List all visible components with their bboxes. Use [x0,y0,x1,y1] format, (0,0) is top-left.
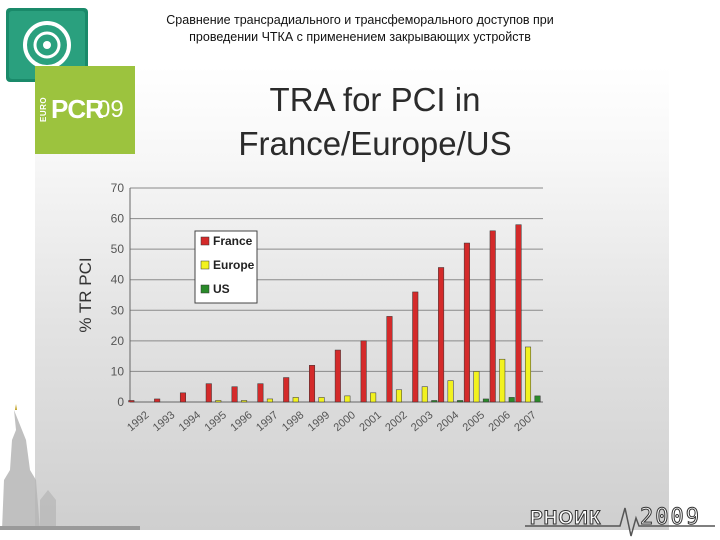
bar-europe [473,371,480,403]
bar-europe [370,392,377,403]
bar-france [309,365,316,403]
badge-year-text: 09 [97,96,124,123]
y-tick-label: 60 [111,212,125,226]
bar-france [386,316,393,403]
europcr-logo: EURO PCR 09 [35,66,135,154]
bar-france [334,349,341,403]
y-tick-label: 0 [117,395,124,409]
x-tick-label: 2001 [357,409,383,434]
x-tick-label: 2007 [512,409,538,434]
x-tick-label: 2002 [383,409,409,434]
x-tick-label: 1995 [203,409,229,434]
bar-europe [215,400,222,403]
x-tick-label: 1993 [151,409,177,434]
x-tick-label: 1996 [228,409,254,434]
chart-title: TRA for PCI in France/Europe/US [140,78,610,166]
y-tick-label: 20 [111,334,125,348]
bar-france [463,242,470,403]
y-tick-label: 40 [111,273,125,287]
bar-europe [266,398,273,403]
x-tick-label: 2000 [332,409,358,434]
bar-us [431,400,438,403]
x-tick-label: 1999 [306,409,332,434]
y-tick-label: 10 [111,364,125,378]
bar-france [179,392,186,403]
legend-label: France [213,234,253,248]
bar-france [205,383,212,403]
bar-us [457,400,464,403]
bar-france [489,230,496,403]
x-tick-label: 2006 [486,409,512,434]
x-tick-label: 1998 [280,409,306,434]
bar-france [257,383,264,403]
badge-pcr-text: PCR [51,94,104,124]
footer-year: 2009 [640,505,701,531]
header-title-line1: Сравнение трансрадиального и трансфемора… [166,13,554,27]
slide-panel [35,66,669,530]
bar-europe [292,397,299,403]
legend-label: Europe [213,258,255,272]
footer-brand: РНОИК [529,508,602,530]
bar-us [534,395,541,403]
bar-france [154,398,161,403]
bar-europe [395,389,402,403]
bar-us [508,397,515,403]
y-tick-label: 50 [111,242,125,256]
bar-france [412,291,419,403]
bar-france [515,224,522,403]
slide-header-title: Сравнение трансрадиального и трансфемора… [100,12,620,46]
y-tick-label: 70 [111,181,125,195]
x-tick-label: 2003 [409,409,435,434]
x-tick-label: 2005 [461,409,487,434]
legend-label: US [213,282,230,296]
bar-europe [318,397,325,403]
bar-europe [344,395,351,403]
bar-europe [525,346,532,403]
bar-france [360,340,367,403]
header-title-line2: проведении ЧТКА с применением закрывающи… [189,30,531,44]
chart-title-line1: TRA for PCI in [269,81,481,118]
x-tick-label: 1997 [254,409,280,434]
bar-france [231,386,238,403]
bar-france [283,377,290,403]
bar-europe [421,386,428,403]
bar-europe [499,358,506,403]
ecg-wave-icon [525,507,715,537]
y-tick-label: 30 [111,303,125,317]
x-tick-label: 2004 [435,409,461,434]
bar-us [482,398,489,403]
legend-swatch-europe [200,260,210,270]
legend-swatch-us [200,284,210,294]
legend-swatch-france [200,236,210,246]
y-axis-label: % TR PCI [76,257,95,332]
x-tick-label: 1994 [177,409,203,434]
bar-europe [447,380,454,403]
chart-title-line2: France/Europe/US [238,125,512,162]
bar-france [438,267,445,403]
tower-silhouette-icon [0,404,140,530]
bar-france [128,400,135,403]
bar-europe [241,400,248,403]
